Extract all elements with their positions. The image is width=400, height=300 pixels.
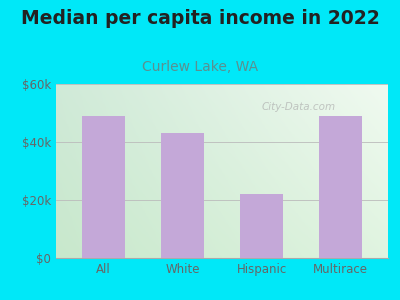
Bar — [161, 133, 204, 258]
Bar — [240, 194, 283, 258]
Bar — [82, 116, 125, 258]
Bar — [319, 116, 362, 258]
Text: Curlew Lake, WA: Curlew Lake, WA — [142, 60, 258, 74]
Text: City-Data.com: City-Data.com — [261, 102, 336, 112]
Text: Median per capita income in 2022: Median per capita income in 2022 — [21, 9, 379, 28]
